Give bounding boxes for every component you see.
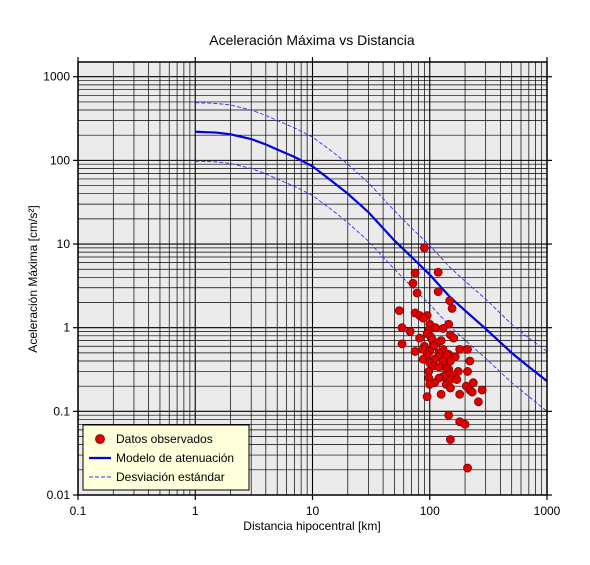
std-deviation-line bbox=[195, 102, 548, 352]
legend: Datos observados Modelo de atenuación Desv… bbox=[82, 424, 250, 491]
data-point bbox=[419, 243, 429, 253]
data-point bbox=[455, 345, 465, 354]
data-point bbox=[452, 375, 462, 384]
y-tick-label: 1000 bbox=[43, 70, 70, 84]
data-point bbox=[468, 378, 478, 388]
y-tick-label: 0.1 bbox=[53, 404, 70, 418]
y-tick-label: 1 bbox=[63, 321, 70, 335]
y-axis-label: Aceleración Máxima [cm/s²] bbox=[26, 205, 40, 352]
data-point bbox=[445, 435, 455, 444]
data-point bbox=[418, 313, 428, 323]
data-point bbox=[449, 333, 459, 343]
x-axis-label: Distancia hipocentral [km] bbox=[243, 519, 380, 533]
data-point bbox=[431, 323, 440, 333]
data-point bbox=[467, 387, 477, 397]
data-point bbox=[397, 323, 407, 333]
data-point bbox=[477, 385, 487, 395]
data-point bbox=[412, 288, 422, 298]
data-point bbox=[425, 379, 435, 389]
data-point bbox=[433, 267, 443, 277]
data-point bbox=[455, 389, 465, 399]
x-tick-label: 1 bbox=[192, 504, 199, 518]
data-point bbox=[433, 287, 443, 297]
data-point bbox=[410, 268, 420, 278]
data-point bbox=[434, 362, 444, 372]
y-tick-label: 100 bbox=[50, 153, 70, 167]
data-point bbox=[415, 333, 425, 343]
std-deviation-line bbox=[195, 160, 548, 412]
data-point bbox=[463, 367, 472, 376]
data-point bbox=[474, 397, 483, 407]
data-point bbox=[447, 304, 457, 313]
data-point bbox=[445, 296, 455, 306]
chart-title: Aceleración Máxima vs Distancia bbox=[209, 32, 415, 48]
y-tick-label: 0.01 bbox=[47, 488, 71, 502]
x-tick-label: 0.1 bbox=[70, 504, 87, 518]
attenuation-model-line bbox=[195, 130, 548, 382]
data-point bbox=[438, 324, 448, 333]
data-point bbox=[422, 392, 432, 402]
data-point bbox=[465, 356, 475, 366]
data-point bbox=[444, 410, 454, 420]
x-tick-label: 100 bbox=[420, 504, 440, 518]
legend-label: Modelo de atenuación bbox=[116, 451, 234, 465]
data-point bbox=[445, 383, 455, 393]
x-tick-label: 1000 bbox=[534, 504, 561, 518]
x-tick-label: 10 bbox=[306, 504, 320, 518]
data-point bbox=[397, 339, 407, 349]
data-point bbox=[394, 306, 404, 316]
data-point bbox=[410, 347, 420, 356]
data-point bbox=[405, 327, 415, 336]
data-point bbox=[445, 356, 455, 366]
legend-label: Datos observados bbox=[116, 432, 213, 446]
data-point bbox=[460, 419, 470, 429]
legend-label: Desviación estándar bbox=[116, 470, 225, 484]
y-tick-label: 10 bbox=[57, 237, 71, 251]
data-point bbox=[418, 354, 428, 364]
data-point bbox=[436, 389, 446, 399]
data-point bbox=[463, 345, 472, 354]
legend-marker-points bbox=[95, 434, 105, 444]
data-point bbox=[408, 278, 418, 288]
data-point bbox=[463, 463, 472, 473]
